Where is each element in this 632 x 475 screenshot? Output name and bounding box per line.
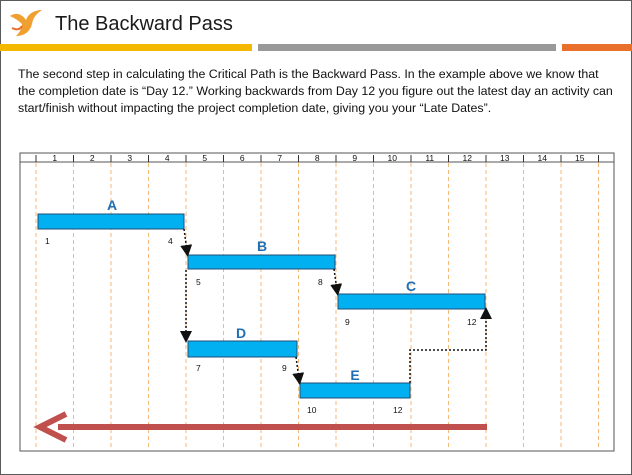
task-bar-b [187,254,336,270]
task-c-start: 9 [345,317,350,327]
task-label-b: B [257,238,267,254]
page-title: The Backward Pass [55,13,233,35]
day-label: 14 [538,153,548,163]
task-a-end: 4 [168,236,173,246]
day-label: 8 [315,153,320,163]
day-label: 13 [500,153,510,163]
task-bar-d [187,340,298,358]
task-bar-a [37,213,185,230]
day-label: 2 [90,153,95,163]
accent-bar-orange [562,44,632,51]
day-label: 6 [240,153,245,163]
task-label-d: D [236,325,246,341]
backward-pass-arrowhead-icon [33,411,68,443]
day-label: 10 [388,153,398,163]
task-d-end: 9 [282,363,287,373]
task-e-end: 12 [393,405,403,415]
gantt-frame [19,152,615,452]
day-label: 1 [52,153,57,163]
accent-bar-yellow [0,44,252,51]
task-b-start: 5 [196,277,201,287]
day-label: 5 [202,153,207,163]
day-label: 12 [463,153,473,163]
dependency-e-c [409,307,492,383]
task-b-end: 8 [318,277,323,287]
task-label-c: C [406,278,416,294]
bird-logo-icon [10,10,42,36]
task-label-e: E [350,367,359,383]
task-c-end: 12 [467,317,477,327]
day-label: 7 [277,153,282,163]
task-e-start: 10 [307,405,317,415]
day-label: 11 [425,153,434,163]
day-label: 3 [127,153,132,163]
dependency-b-c [330,268,343,296]
day-label: 9 [352,153,357,163]
intro-paragraph: The second step in calculating the Criti… [18,67,613,115]
task-bar-c [337,293,486,310]
task-a-start: 1 [45,236,50,246]
task-label-a: A [107,197,117,213]
accent-bar-gray [258,44,556,51]
day-label: 15 [575,153,585,163]
task-bar-e [299,382,411,399]
day-label: 4 [165,153,170,163]
task-d-start: 7 [196,363,201,373]
